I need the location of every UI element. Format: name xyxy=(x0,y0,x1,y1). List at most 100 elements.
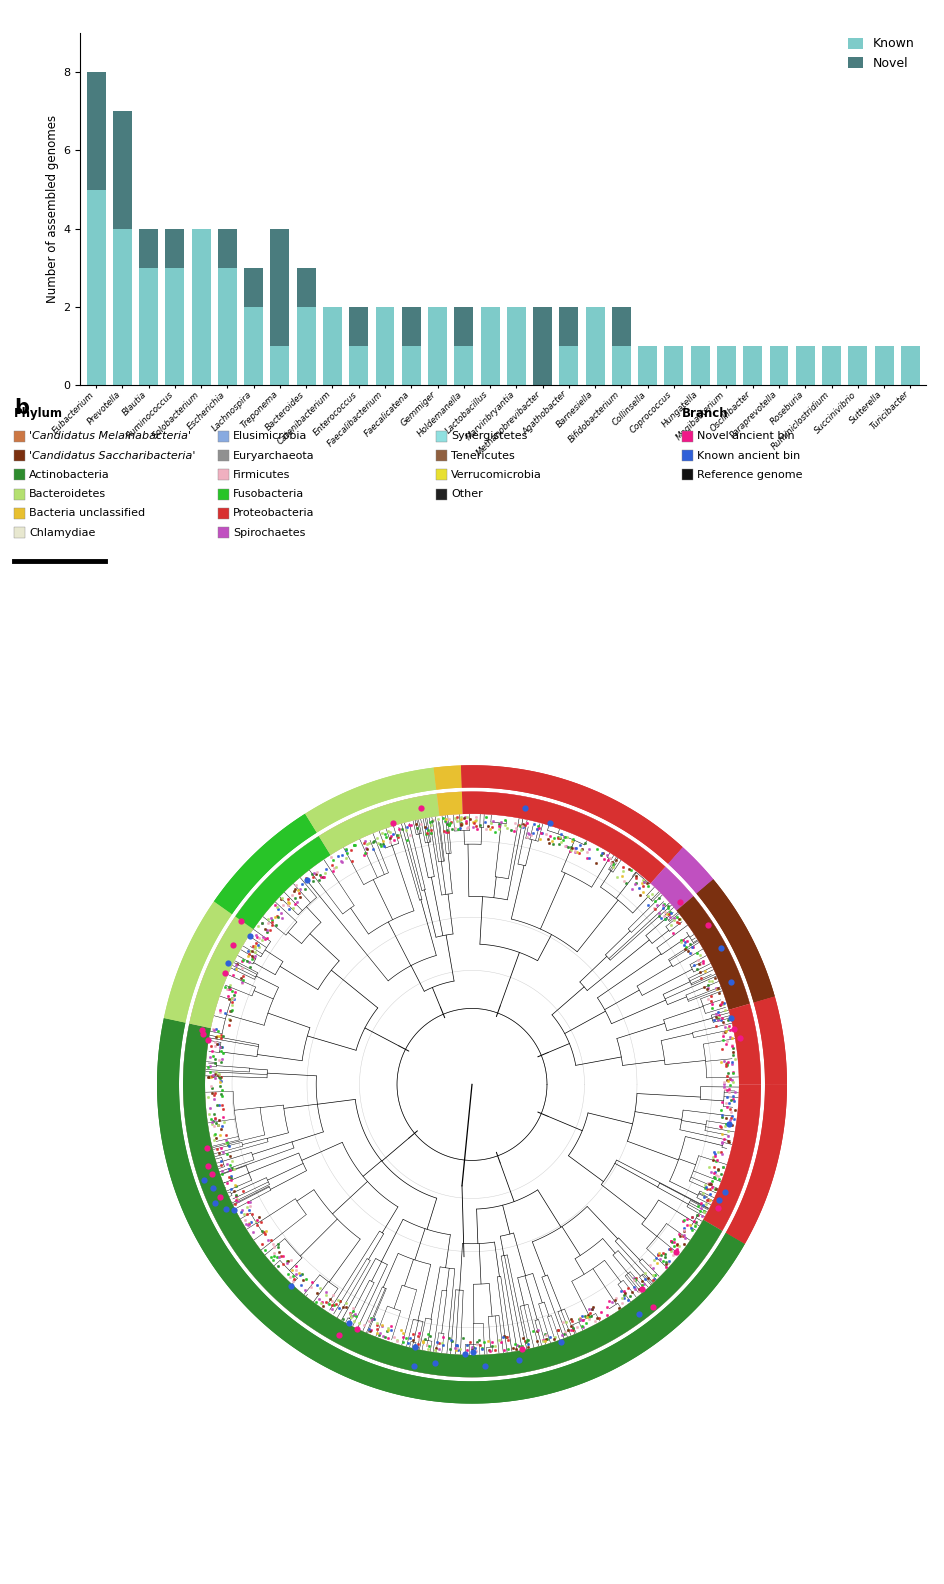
FancyBboxPatch shape xyxy=(14,527,25,539)
Polygon shape xyxy=(189,917,253,1028)
Polygon shape xyxy=(471,1232,744,1403)
Bar xyxy=(532,307,551,385)
Bar xyxy=(139,268,158,385)
Bar xyxy=(244,268,262,307)
Polygon shape xyxy=(436,792,463,816)
Y-axis label: Number of assembled genomes: Number of assembled genomes xyxy=(46,116,59,303)
Polygon shape xyxy=(725,1085,786,1243)
Bar xyxy=(664,345,683,385)
Polygon shape xyxy=(305,768,436,833)
Bar xyxy=(87,73,106,190)
Polygon shape xyxy=(471,1220,721,1376)
FancyBboxPatch shape xyxy=(14,431,25,442)
Bar xyxy=(768,345,787,385)
FancyBboxPatch shape xyxy=(14,488,25,499)
Polygon shape xyxy=(235,836,330,930)
Bar xyxy=(270,345,289,385)
Text: Actinobacteria: Actinobacteria xyxy=(29,470,110,480)
Text: Chlamydiae: Chlamydiae xyxy=(29,527,95,537)
Polygon shape xyxy=(183,1023,471,1376)
Bar xyxy=(428,307,447,385)
Bar xyxy=(690,345,709,385)
Polygon shape xyxy=(305,768,436,833)
Bar xyxy=(270,228,289,345)
Polygon shape xyxy=(753,996,786,1085)
Text: 'Candidatus Melainabacteria': 'Candidatus Melainabacteria' xyxy=(29,431,191,442)
Polygon shape xyxy=(461,765,683,863)
Bar xyxy=(401,345,420,385)
Bar xyxy=(375,307,394,385)
Polygon shape xyxy=(676,897,749,1011)
Polygon shape xyxy=(157,1019,471,1403)
Polygon shape xyxy=(676,897,749,1011)
Bar xyxy=(612,345,631,385)
Polygon shape xyxy=(728,1004,760,1085)
Polygon shape xyxy=(462,792,665,884)
Bar xyxy=(349,307,368,345)
Text: Elusimicrobia: Elusimicrobia xyxy=(233,431,307,442)
Polygon shape xyxy=(213,814,316,914)
FancyBboxPatch shape xyxy=(218,431,228,442)
Text: Verrucomicrobia: Verrucomicrobia xyxy=(450,470,541,480)
Polygon shape xyxy=(650,866,693,911)
Text: Bacteroidetes: Bacteroidetes xyxy=(29,489,106,499)
Text: Proteobacteria: Proteobacteria xyxy=(233,508,314,518)
FancyBboxPatch shape xyxy=(682,450,692,461)
FancyBboxPatch shape xyxy=(682,469,692,480)
FancyBboxPatch shape xyxy=(435,488,447,499)
FancyBboxPatch shape xyxy=(218,488,228,499)
Polygon shape xyxy=(318,794,439,855)
FancyBboxPatch shape xyxy=(218,527,228,539)
Polygon shape xyxy=(433,765,462,790)
Polygon shape xyxy=(157,1019,471,1403)
FancyBboxPatch shape xyxy=(218,469,228,480)
Text: Euryarchaeota: Euryarchaeota xyxy=(233,451,314,461)
Polygon shape xyxy=(725,1085,786,1243)
FancyBboxPatch shape xyxy=(435,450,447,461)
Bar xyxy=(874,345,893,385)
Text: Branch: Branch xyxy=(682,407,728,420)
Bar xyxy=(112,228,131,385)
Bar xyxy=(454,307,473,345)
Polygon shape xyxy=(318,794,439,855)
Text: Reference genome: Reference genome xyxy=(697,470,801,480)
Bar xyxy=(454,345,473,385)
Polygon shape xyxy=(667,847,713,893)
Bar xyxy=(585,307,604,385)
Bar xyxy=(192,228,211,385)
Bar xyxy=(218,228,237,268)
FancyBboxPatch shape xyxy=(682,431,692,442)
Bar xyxy=(165,228,184,268)
Bar xyxy=(900,345,919,385)
Bar xyxy=(401,307,420,345)
Text: Novel ancient bin: Novel ancient bin xyxy=(697,431,794,442)
Bar xyxy=(296,307,315,385)
Bar xyxy=(218,268,237,385)
Text: 'Candidatus Saccharibacteria': 'Candidatus Saccharibacteria' xyxy=(29,451,195,461)
Polygon shape xyxy=(189,917,253,1028)
Text: Firmicutes: Firmicutes xyxy=(233,470,290,480)
Bar xyxy=(296,268,315,307)
Text: Fusobacteria: Fusobacteria xyxy=(233,489,304,499)
Polygon shape xyxy=(728,1004,760,1085)
Polygon shape xyxy=(183,792,760,1376)
FancyBboxPatch shape xyxy=(218,450,228,461)
Polygon shape xyxy=(702,1085,760,1231)
Bar xyxy=(112,111,131,228)
Bar xyxy=(480,307,499,385)
Polygon shape xyxy=(696,879,774,1003)
Polygon shape xyxy=(667,847,713,893)
Polygon shape xyxy=(471,1220,721,1376)
Polygon shape xyxy=(163,901,231,1023)
FancyBboxPatch shape xyxy=(14,450,25,461)
Polygon shape xyxy=(436,792,463,816)
Bar xyxy=(821,345,840,385)
Text: Known ancient bin: Known ancient bin xyxy=(697,451,800,461)
Bar xyxy=(612,307,631,345)
Bar xyxy=(506,307,525,385)
Polygon shape xyxy=(163,901,231,1023)
Bar xyxy=(87,190,106,385)
FancyBboxPatch shape xyxy=(14,508,25,520)
Polygon shape xyxy=(702,1085,760,1231)
Polygon shape xyxy=(753,996,786,1085)
